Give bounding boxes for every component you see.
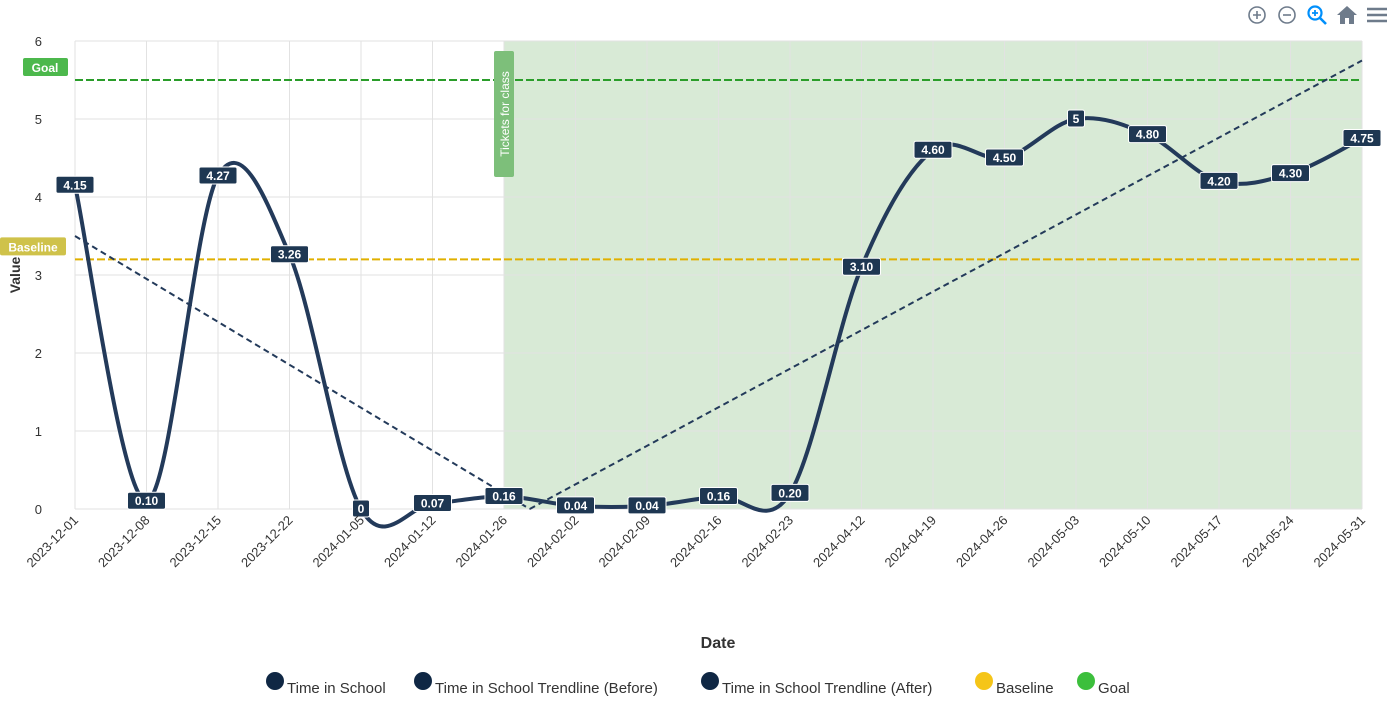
x-tick-label: 2024-04-26 [953, 513, 1011, 571]
data-label: 0 [358, 502, 365, 516]
x-tick-label: 2024-05-10 [1096, 513, 1154, 571]
x-tick-label: 2024-01-26 [452, 513, 510, 571]
data-label-box [1342, 129, 1382, 147]
legend-marker [266, 672, 284, 690]
zoom-in-icon[interactable] [1246, 4, 1268, 26]
legend-item-0[interactable]: Time in School [287, 680, 386, 697]
data-label-box [1067, 109, 1085, 128]
chart-toolbar [1246, 4, 1388, 26]
y-tick-label: 1 [35, 424, 42, 439]
data-label-box [627, 496, 667, 515]
data-label-box [127, 491, 166, 510]
y-tick-label: 0 [35, 502, 42, 517]
data-label-box [198, 166, 238, 185]
trendline-after [529, 59, 1363, 510]
data-label: 4.80 [1136, 128, 1160, 142]
y-tick-label: 4 [35, 190, 42, 205]
legend-item-3[interactable]: Baseline [996, 680, 1054, 697]
x-tick-label: 2024-04-12 [810, 513, 868, 571]
x-tick-label: 2024-02-09 [595, 513, 653, 571]
data-label: 4.15 [63, 178, 87, 192]
legend-marker [1077, 672, 1095, 690]
x-tick-label: 2023-12-01 [23, 513, 81, 571]
legend-marker [414, 672, 432, 690]
x-tick-label: 2024-01-12 [381, 513, 439, 571]
trendline-before [74, 235, 531, 510]
selection-zoom-icon[interactable] [1306, 4, 1328, 26]
x-tick-label: 2023-12-08 [95, 513, 153, 571]
x-tick-label: 2024-02-16 [667, 513, 725, 571]
y-axis-title: Value [7, 257, 23, 294]
x-tick-label: 2024-05-03 [1024, 513, 1082, 571]
data-label: 4.50 [993, 151, 1017, 165]
data-label: 0.16 [707, 490, 731, 504]
data-label-box [699, 487, 738, 506]
data-label-box [770, 483, 810, 502]
phase-label: Tickets for class [498, 71, 512, 157]
data-label: 0.10 [135, 494, 159, 508]
x-tick-label: 2024-04-19 [881, 513, 939, 571]
data-label-box [484, 487, 524, 506]
data-label: 5 [1073, 112, 1080, 126]
y-tick-label: 6 [35, 34, 42, 49]
data-label-box [1271, 164, 1310, 183]
legend-item-2[interactable]: Time in School Trendline (After) [722, 680, 932, 697]
data-label-box [55, 175, 95, 194]
data-label: 3.10 [850, 260, 874, 274]
data-label: 4.27 [206, 169, 230, 183]
data-label-box [352, 499, 370, 518]
data-label: 4.30 [1279, 167, 1303, 181]
x-tick-label: 2024-02-23 [738, 513, 796, 571]
data-label-box [985, 148, 1024, 167]
legend-item-1[interactable]: Time in School Trendline (Before) [435, 680, 658, 697]
data-label: 0.04 [564, 499, 588, 513]
data-label-box [913, 140, 953, 159]
y-tick-label: 2 [35, 346, 42, 361]
x-axis-title: Date [701, 635, 736, 652]
home-icon[interactable] [1336, 4, 1358, 26]
legend-marker [975, 672, 993, 690]
y-tick-label: 3 [35, 268, 42, 283]
data-label: 0.20 [778, 486, 802, 500]
legend-marker [701, 672, 719, 690]
goal-label: Goal [32, 61, 59, 75]
x-tick-label: 2023-12-15 [166, 513, 224, 571]
data-label-box [1128, 125, 1167, 144]
data-label-box [1199, 171, 1239, 190]
goal-label-box [23, 58, 68, 76]
data-label-box [413, 494, 452, 513]
x-tick-label: 2024-01-05 [309, 513, 367, 571]
y-tick-label: 5 [35, 112, 42, 127]
menu-icon[interactable] [1366, 4, 1388, 26]
data-label-box [556, 496, 595, 515]
data-label: 4.20 [1207, 174, 1231, 188]
legend-item-4[interactable]: Goal [1098, 680, 1130, 697]
x-tick-label: 2024-05-31 [1310, 513, 1368, 571]
data-label: 0.07 [421, 497, 445, 511]
data-label-box [842, 257, 881, 276]
data-label: 0.16 [492, 490, 516, 504]
baseline-label: Baseline [8, 240, 58, 254]
x-tick-label: 2024-02-02 [524, 513, 582, 571]
x-tick-label: 2024-05-17 [1167, 513, 1225, 571]
data-label: 3.26 [278, 248, 302, 262]
x-tick-label: 2023-12-22 [238, 513, 296, 571]
x-tick-label: 2024-05-24 [1239, 513, 1297, 571]
phase-label-box [494, 51, 514, 177]
data-label-box [270, 245, 309, 264]
data-label: 0.04 [635, 499, 659, 513]
data-label: 4.75 [1350, 132, 1374, 146]
zoom-out-icon[interactable] [1276, 4, 1298, 26]
data-label: 4.60 [921, 143, 945, 157]
baseline-label-box [0, 237, 66, 256]
